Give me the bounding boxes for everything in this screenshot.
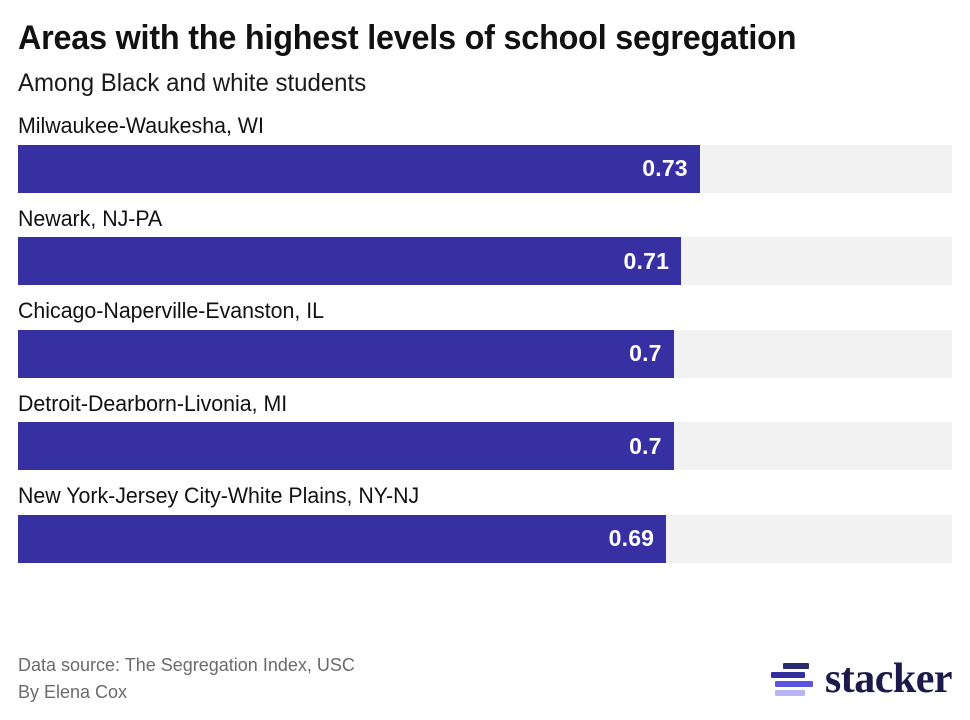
chart-footer: Data source: The Segregation Index, USC …: [18, 652, 953, 706]
bar-value-label: 0.7: [629, 340, 662, 367]
footer-credits: Data source: The Segregation Index, USC …: [18, 652, 355, 706]
bar-row: Chicago-Naperville-Evanston, IL 0.7: [18, 297, 952, 378]
bar-track: 0.7: [18, 329, 952, 378]
stacker-logo-mark-icon: [770, 660, 813, 698]
bar-fill: 0.7: [18, 422, 674, 471]
stacker-wordmark: stacker: [824, 656, 953, 702]
bar-category-label: Milwaukee-Waukesha, WI: [18, 113, 264, 139]
bar-value-label: 0.69: [608, 525, 655, 552]
bar-row: Milwaukee-Waukesha, WI 0.73: [18, 112, 952, 193]
bar-row: New York-Jersey City-White Plains, NY-NJ…: [18, 482, 952, 563]
byline-text: By Elena Cox: [18, 682, 128, 702]
bar-category-label: Chicago-Naperville-Evanston, IL: [18, 298, 325, 324]
bar-value-label: 0.73: [642, 155, 688, 182]
bar-row: Newark, NJ-PA 0.71: [18, 205, 952, 286]
page-title: Areas with the highest levels of school …: [18, 19, 797, 57]
bar-category-label: Detroit-Dearborn-Livonia, MI: [18, 390, 288, 416]
stacker-logo: stacker: [770, 656, 953, 706]
bar-category-label: Newark, NJ-PA: [18, 205, 163, 231]
data-source-text: Data source: The Segregation Index, USC: [18, 655, 355, 675]
chart-subtitle: Among Black and white students: [18, 69, 367, 98]
bar-row: Detroit-Dearborn-Livonia, MI 0.7: [18, 390, 952, 471]
bar-track: 0.7: [18, 422, 952, 471]
bar-chart: Milwaukee-Waukesha, WI 0.73 Newark, NJ-P…: [18, 112, 952, 563]
bar-value-label: 0.71: [623, 247, 670, 274]
bar-fill: 0.69: [18, 514, 667, 563]
bar-track: 0.73: [18, 144, 952, 193]
bar-fill: 0.73: [18, 144, 700, 193]
bar-value-label: 0.7: [629, 432, 662, 459]
bar-category-label: New York-Jersey City-White Plains, NY-NJ: [18, 483, 420, 509]
bar-track: 0.71: [18, 237, 952, 286]
bar-track: 0.69: [18, 514, 952, 563]
bar-fill: 0.71: [18, 237, 682, 286]
bar-fill: 0.7: [18, 329, 674, 378]
